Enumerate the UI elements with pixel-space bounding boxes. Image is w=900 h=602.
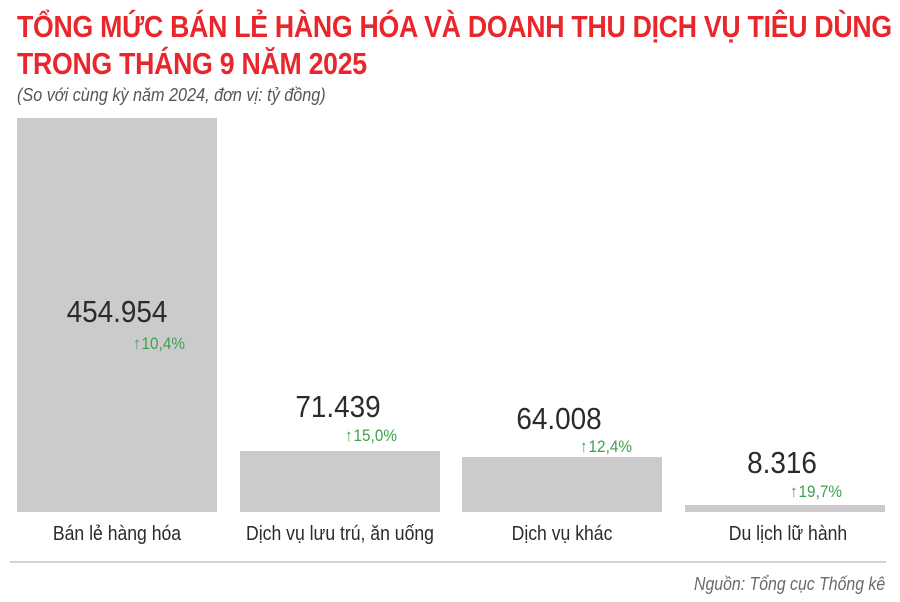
bar-other-services — [462, 457, 662, 512]
change-value: 12,4% — [588, 437, 632, 456]
change-value: 19,7% — [798, 482, 842, 501]
value-label-accommodation-food: 71.439 — [295, 389, 381, 424]
arrow-up-icon: ↑ — [133, 334, 141, 353]
category-label-other-services: Dịch vụ khác — [511, 523, 613, 545]
chart-title-line-1: TỔNG MỨC BÁN LẺ HÀNG HÓA VÀ DOANH THU DỊ… — [17, 9, 892, 44]
chart-subtitle: (So với cùng kỳ năm 2024, đơn vị: tỷ đồn… — [17, 85, 326, 105]
value-label-travel-tours: 8.316 — [747, 445, 817, 480]
change-label-travel-tours: ↑19,7% — [790, 482, 842, 502]
value-label-other-services: 64.008 — [516, 401, 602, 436]
arrow-up-icon: ↑ — [580, 437, 588, 456]
bar-travel-tours — [685, 505, 885, 512]
bar-retail-goods — [17, 118, 217, 512]
bar-accommodation-food — [240, 451, 440, 512]
change-label-retail-goods: ↑10,4% — [133, 334, 185, 354]
footer-divider — [10, 561, 886, 563]
category-label-retail-goods: Bán lẻ hàng hóa — [52, 523, 182, 545]
category-label-accommodation-food: Dịch vụ lưu trú, ăn uống — [246, 523, 434, 545]
chart-title: TỔNG MỨC BÁN LẺ HÀNG HÓA VÀ DOANH THU DỊ… — [17, 8, 892, 82]
change-label-accommodation-food: ↑15,0% — [345, 426, 397, 446]
category-label-travel-tours: Du lịch lữ hành — [728, 523, 848, 545]
value-label-retail-goods: 454.954 — [66, 294, 168, 329]
change-value: 15,0% — [353, 426, 397, 445]
change-value: 10,4% — [141, 334, 185, 353]
source-note: Nguồn: Tổng cục Thống kê — [693, 574, 885, 594]
arrow-up-icon: ↑ — [345, 426, 353, 445]
change-label-other-services: ↑12,4% — [580, 437, 632, 457]
arrow-up-icon: ↑ — [790, 482, 798, 501]
chart-title-line-2: TRONG THÁNG 9 NĂM 2025 — [17, 46, 367, 81]
